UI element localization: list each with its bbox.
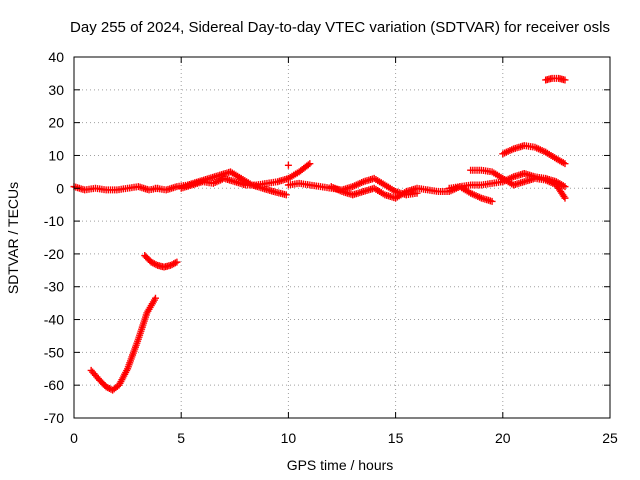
- y-tick-label: -40: [44, 312, 64, 328]
- x-tick-label: 15: [388, 430, 404, 446]
- x-tick-label: 20: [495, 430, 511, 446]
- data-point: [173, 258, 181, 266]
- y-tick-label: -10: [44, 213, 64, 229]
- y-axis-title: SDTVAR / TECUs: [5, 182, 21, 294]
- data-marks: [70, 74, 569, 394]
- y-tick-label: -70: [44, 410, 64, 426]
- data-point: [306, 160, 314, 168]
- x-tick-label: 5: [177, 430, 185, 446]
- y-tick-label: 20: [48, 115, 64, 131]
- series-arc-2: [87, 294, 159, 394]
- x-axis-title: GPS time / hours: [287, 457, 394, 473]
- y-tick-label: 10: [48, 147, 64, 163]
- data-point: [284, 161, 292, 169]
- data-point: [152, 261, 160, 269]
- data-point: [561, 160, 569, 168]
- data-point: [488, 197, 496, 205]
- series-arc-10: [499, 142, 569, 168]
- series-arc-11: [542, 74, 569, 84]
- plot-frame: [73, 56, 611, 419]
- series-arc-12: [284, 161, 292, 169]
- data-point: [151, 294, 159, 302]
- grid-lines: [74, 57, 610, 418]
- data-point: [171, 259, 179, 267]
- data-point: [561, 194, 569, 202]
- y-tick-label: 40: [48, 49, 64, 65]
- axes: 0 5 10 15 20 25 -70 -60 -50 -40 -30 -20 -10 0 10 20 30 40: [44, 49, 618, 446]
- data-point: [561, 76, 569, 84]
- series-arc-1: [70, 183, 162, 194]
- y-tick-label: 0: [56, 180, 64, 196]
- series-arc-3: [141, 252, 181, 271]
- data-point: [561, 183, 569, 191]
- series-arc-5: [177, 160, 314, 192]
- data-point: [282, 191, 290, 199]
- x-tick-label: 10: [281, 430, 297, 446]
- y-tick-label: -50: [44, 344, 64, 360]
- y-tick-label: 30: [48, 82, 64, 98]
- data-point: [304, 161, 312, 169]
- y-tick-label: -20: [44, 246, 64, 262]
- y-tick-label: -60: [44, 377, 64, 393]
- chart-title: Day 255 of 2024, Sidereal Day-to-day VTE…: [70, 19, 610, 36]
- x-tick-label: 0: [70, 430, 78, 446]
- y-tick-label: -30: [44, 279, 64, 295]
- series-arc-9: [445, 170, 569, 192]
- x-tick-label: 25: [602, 430, 618, 446]
